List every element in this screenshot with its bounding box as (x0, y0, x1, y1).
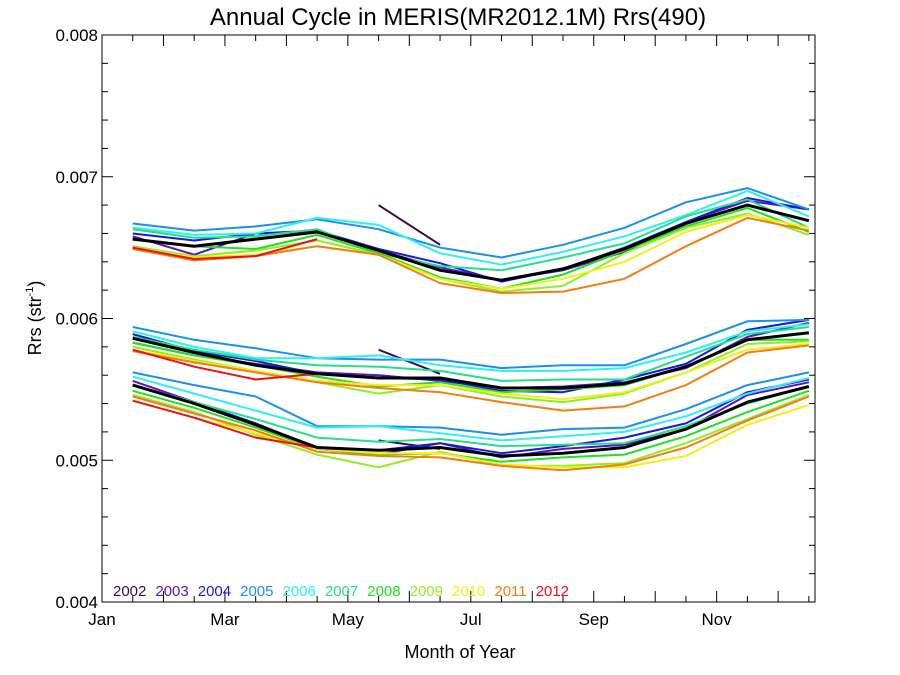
series-line-2007-lower (132, 384, 810, 448)
series-line-2006-lower (132, 375, 810, 442)
x-tick-label: Mar (210, 610, 240, 629)
series-line-2012-lower (132, 399, 318, 449)
y-tick-label: 0.007 (55, 168, 98, 187)
series-line-2010-upper (132, 214, 810, 290)
x-axis-label: Month of Year (404, 642, 515, 662)
legend-item-2002: 2002 (113, 583, 146, 600)
plot-frame (101, 34, 816, 603)
series-lines (132, 187, 810, 472)
axis-ticks: Jan Mar May Jul Sep Nov 0.004 0.005 0.006 0.007 0.… (55, 26, 815, 629)
series-line-2011-lower (132, 395, 810, 472)
series-line-2012-middle (132, 348, 318, 381)
series-line-2006-middle (132, 323, 810, 372)
x-tick-label: Jan (88, 610, 115, 629)
legend-item-2005: 2005 (240, 583, 273, 600)
legend-item-2004: 2004 (198, 583, 231, 600)
x-tick-label: Nov (702, 610, 733, 629)
series-line-2007-middle (132, 326, 810, 382)
legend-item-2008: 2008 (367, 583, 400, 600)
y-axis-label-text: Rrs (str (25, 296, 45, 355)
legend-item-2009: 2009 (410, 583, 443, 600)
y-tick-label: 0.004 (55, 593, 98, 612)
series-line-2010-lower (132, 399, 810, 469)
legend-item-2006: 2006 (283, 583, 316, 600)
series-line-2002-upper (378, 204, 441, 246)
series-line-2006-upper (132, 189, 810, 266)
series-line-2005-middle (132, 318, 809, 370)
mean-line-lower (132, 383, 810, 458)
x-tick-label: Sep (579, 610, 609, 629)
legend-item-2012: 2012 (536, 583, 569, 600)
series-line-2005-upper (132, 187, 810, 259)
series-line-2004-middle (132, 318, 810, 394)
series-line-2009-upper (132, 212, 810, 293)
y-tick-label: 0.006 (55, 310, 98, 329)
y-tick-label: 0.008 (55, 26, 98, 45)
y-axis-label: Rrs (str-1) (24, 281, 45, 356)
series-line-2012-upper (132, 238, 318, 260)
y-axis-label-exponent: -1 (24, 287, 36, 297)
x-tick-label: May (332, 610, 365, 629)
legend-item-2011: 2011 (494, 583, 526, 600)
series-line-2007-upper (132, 198, 810, 272)
series-line-2011-middle (132, 344, 810, 412)
y-tick-label: 0.005 (55, 451, 98, 470)
series-line-2008-lower (132, 389, 810, 463)
series-line-2010-middle (132, 343, 809, 401)
x-tick-label: Jul (460, 610, 482, 629)
chart-title: Annual Cycle in MERIS(MR2012.1M) Rrs(490… (210, 4, 706, 31)
series-line-2005-lower (132, 371, 810, 436)
y-axis-label-close: ) (25, 281, 45, 287)
mean-line-middle (132, 331, 810, 390)
legend-item-2007: 2007 (325, 583, 358, 600)
legend-item-2010: 2010 (452, 583, 485, 600)
mean-line-upper (132, 203, 810, 282)
legend-item-2003: 2003 (155, 583, 188, 600)
legend: 2002 2003 2004 2005 2006 2007 2008 2009 2010 2011… (113, 583, 569, 600)
